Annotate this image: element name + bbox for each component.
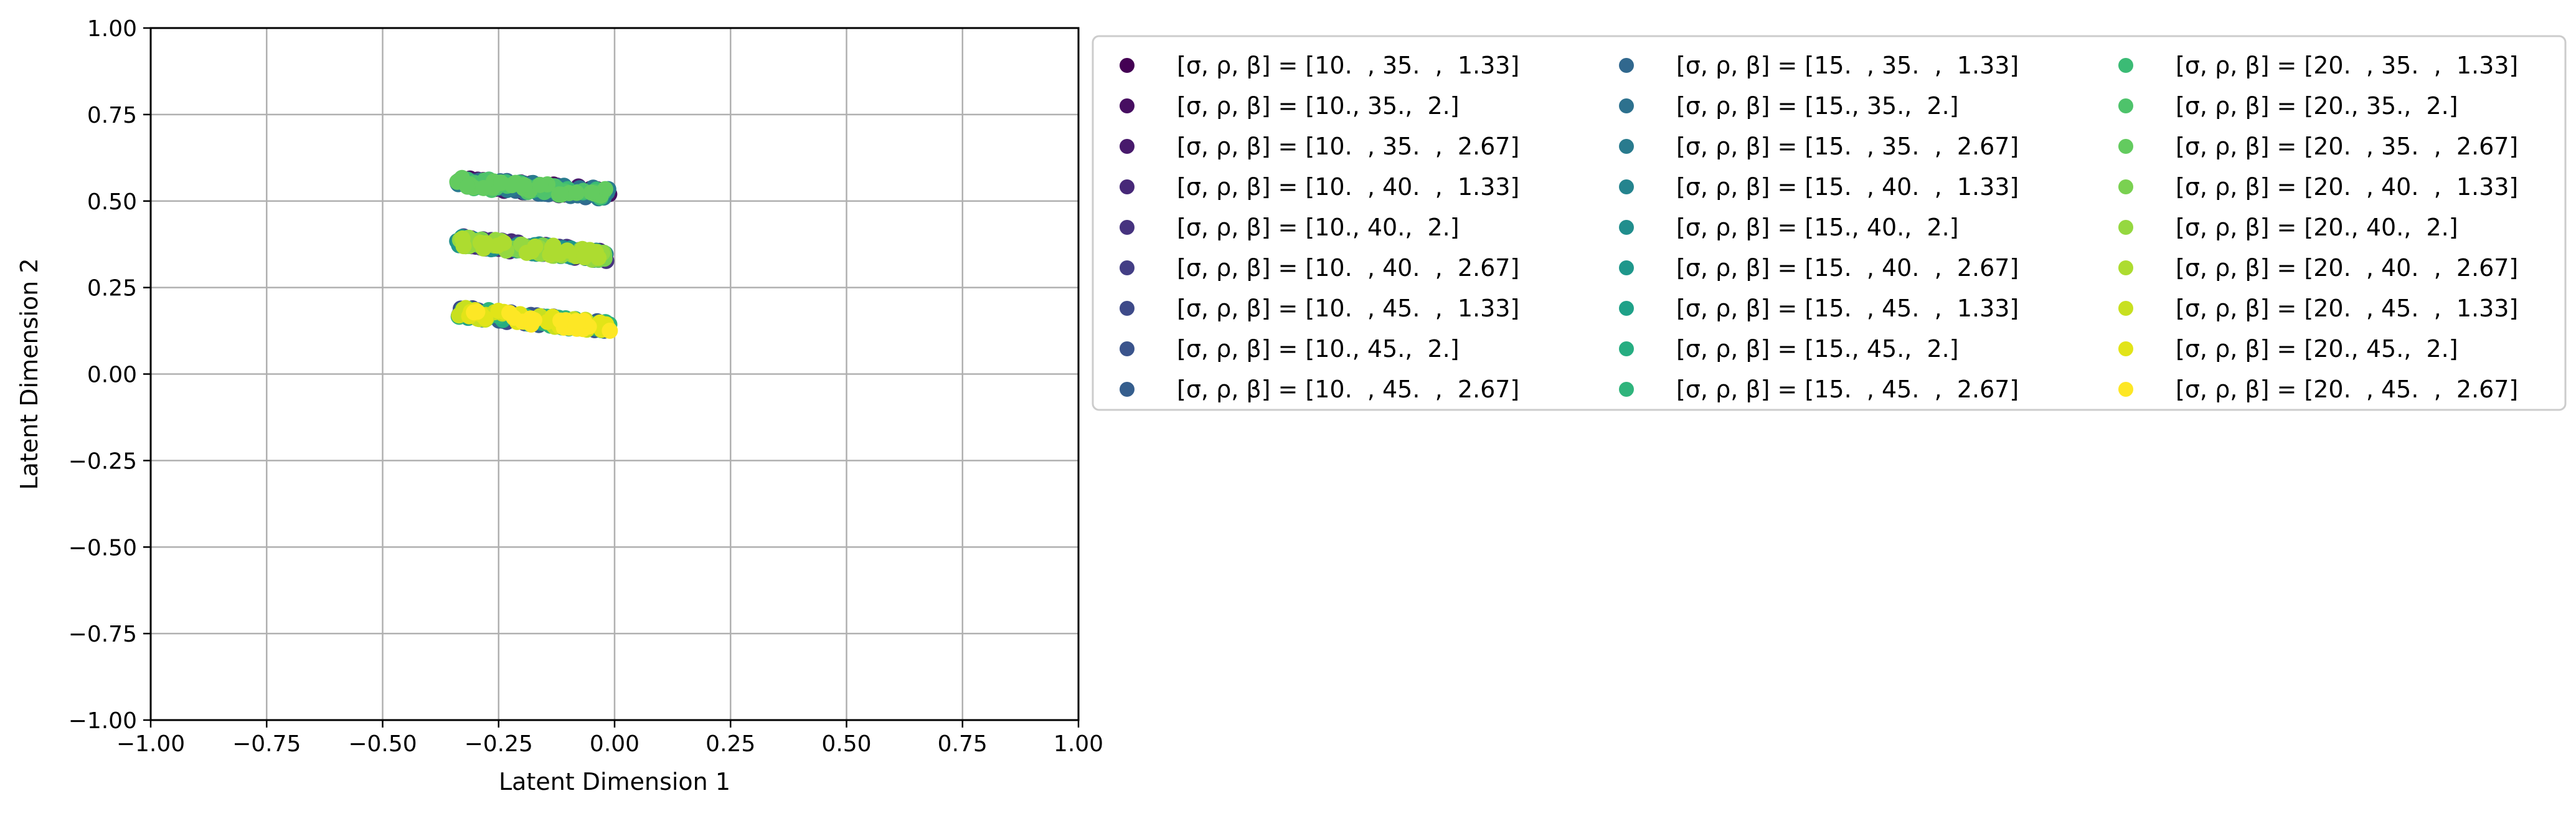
legend-entry-label: [σ, ρ, β] = [20. , 40. , 1.33] <box>2176 173 2518 201</box>
legend-entry-label: [σ, ρ, β] = [10. , 45. , 2.67] <box>1177 376 1519 403</box>
legend-marker <box>1120 341 1135 356</box>
data-point <box>553 186 570 203</box>
legend-marker <box>1120 98 1135 113</box>
x-tick-label: 0.50 <box>821 731 871 757</box>
legend-marker <box>1619 341 1634 356</box>
legend-marker <box>1120 179 1135 194</box>
data-point <box>454 230 471 247</box>
legend-marker <box>1619 179 1634 194</box>
legend-entry-label: [σ, ρ, β] = [15., 45., 2.] <box>1676 335 1959 363</box>
data-point <box>583 184 600 201</box>
legend-entry-label: [σ, ρ, β] = [15. , 35. , 1.33] <box>1676 52 2019 79</box>
axis-ticks: −1.00 −0.75 −0.50 −0.25 0.00 0.25 0.50 0.75 1.00… <box>68 16 1103 757</box>
data-point <box>496 234 512 251</box>
legend: [σ, ρ, β] = [10. , 35. , 1.33] [σ, ρ, β] … <box>1092 35 2567 411</box>
legend-entry-label: [σ, ρ, β] = [10., 45., 2.] <box>1177 335 1460 363</box>
data-point <box>469 303 486 320</box>
legend-marker <box>1120 382 1135 397</box>
x-tick-label: −0.75 <box>232 731 301 757</box>
legend-marker <box>1120 301 1135 316</box>
legend-entry-label: [σ, ρ, β] = [15. , 45. , 2.67] <box>1676 376 2019 403</box>
legend-marker <box>1120 139 1135 154</box>
legend-entry-label: [σ, ρ, β] = [20., 40., 2.] <box>2176 214 2458 241</box>
legend-marker <box>1120 220 1135 235</box>
legend-marker <box>2118 260 2133 275</box>
data-point <box>569 184 585 201</box>
legend-marker <box>2118 341 2133 356</box>
legend-marker <box>2118 139 2133 154</box>
data-point <box>518 244 535 261</box>
y-tick-label: −0.50 <box>68 535 137 561</box>
data-point <box>459 178 476 195</box>
legend-marker <box>1619 301 1634 316</box>
legend-box <box>1092 35 2567 411</box>
legend-entry-label: [σ, ρ, β] = [20., 45., 2.] <box>2176 335 2458 363</box>
y-tick-label: 0.50 <box>87 189 137 215</box>
legend-entry-label: [σ, ρ, β] = [10. , 35. , 2.67] <box>1177 133 1519 160</box>
y-tick-label: 0.25 <box>87 276 137 301</box>
y-axis-label: Latent Dimension 2 <box>16 258 43 490</box>
legend-entry-label: [σ, ρ, β] = [10. , 45. , 1.33] <box>1177 295 1519 322</box>
legend-entry-label: [σ, ρ, β] = [15. , 40. , 2.67] <box>1676 254 2019 282</box>
legend-entry-label: [σ, ρ, β] = [20. , 45. , 1.33] <box>2176 295 2518 322</box>
data-point <box>493 174 509 191</box>
legend-entry-label: [σ, ρ, β] = [10., 40., 2.] <box>1177 214 1460 241</box>
legend-entry-label: [σ, ρ, β] = [15. , 35. , 2.67] <box>1676 133 2019 160</box>
legend-marker <box>1619 98 1634 113</box>
legend-entry-label: [σ, ρ, β] = [15., 40., 2.] <box>1676 214 1959 241</box>
legend-marker <box>2118 98 2133 113</box>
x-tick-label: 0.75 <box>938 731 988 757</box>
legend-entry-label: [σ, ρ, β] = [20. , 45. , 2.67] <box>2176 376 2518 403</box>
y-tick-label: 1.00 <box>87 16 137 42</box>
data-point <box>586 244 603 260</box>
legend-marker <box>2118 382 2133 397</box>
x-tick-label: 0.25 <box>705 731 755 757</box>
data-point <box>526 311 542 328</box>
data-point <box>569 313 586 330</box>
legend-entry-label: [σ, ρ, β] = [20. , 40. , 2.67] <box>2176 254 2518 282</box>
data-point <box>602 323 618 339</box>
legend-entry-label: [σ, ρ, β] = [20. , 35. , 2.67] <box>2176 133 2518 160</box>
x-tick-label: −0.25 <box>465 731 533 757</box>
x-tick-label: 1.00 <box>1054 731 1103 757</box>
legend-marker <box>1619 220 1634 235</box>
legend-marker <box>2118 220 2133 235</box>
legend-marker <box>2118 301 2133 316</box>
legend-entry-label: [σ, ρ, β] = [10. , 40. , 1.33] <box>1177 173 1519 201</box>
x-axis-label: Latent Dimension 1 <box>499 768 730 795</box>
legend-marker <box>1619 382 1634 397</box>
legend-entry-label: [σ, ρ, β] = [10., 35., 2.] <box>1177 92 1460 120</box>
legend-marker <box>1619 260 1634 275</box>
legend-marker <box>1619 58 1634 73</box>
x-tick-label: −0.50 <box>348 731 417 757</box>
data-point <box>475 240 492 257</box>
legend-entry-label: [σ, ρ, β] = [10. , 35. , 1.33] <box>1177 52 1519 79</box>
data-point <box>516 177 532 194</box>
legend-entry-label: [σ, ρ, β] = [20. , 35. , 1.33] <box>2176 52 2518 79</box>
legend-entry-label: [σ, ρ, β] = [15. , 40. , 1.33] <box>1676 173 2019 201</box>
data-point <box>501 305 518 321</box>
legend-marker <box>2118 58 2133 73</box>
legend-entry-label: [σ, ρ, β] = [15., 35., 2.] <box>1676 92 1959 120</box>
legend-marker <box>2118 179 2133 194</box>
legend-marker <box>1120 260 1135 275</box>
legend-marker <box>1120 58 1135 73</box>
data-point <box>551 245 568 262</box>
data-point <box>475 179 492 196</box>
y-tick-label: −1.00 <box>68 708 137 734</box>
legend-entry-label: [σ, ρ, β] = [20., 35., 2.] <box>2176 92 2458 120</box>
data-point <box>552 312 569 329</box>
legend-entry-label: [σ, ρ, β] = [10. , 40. , 2.67] <box>1177 254 1519 282</box>
data-points <box>449 169 618 339</box>
y-tick-label: 0.75 <box>87 103 137 128</box>
y-tick-label: −0.25 <box>68 448 137 474</box>
x-tick-label: 0.00 <box>590 731 639 757</box>
y-tick-label: 0.00 <box>87 363 137 388</box>
y-tick-label: −0.75 <box>68 622 137 647</box>
legend-marker <box>1619 139 1634 154</box>
legend-entry-label: [σ, ρ, β] = [15. , 45. , 1.33] <box>1676 295 2019 322</box>
x-tick-label: −1.00 <box>116 731 185 757</box>
